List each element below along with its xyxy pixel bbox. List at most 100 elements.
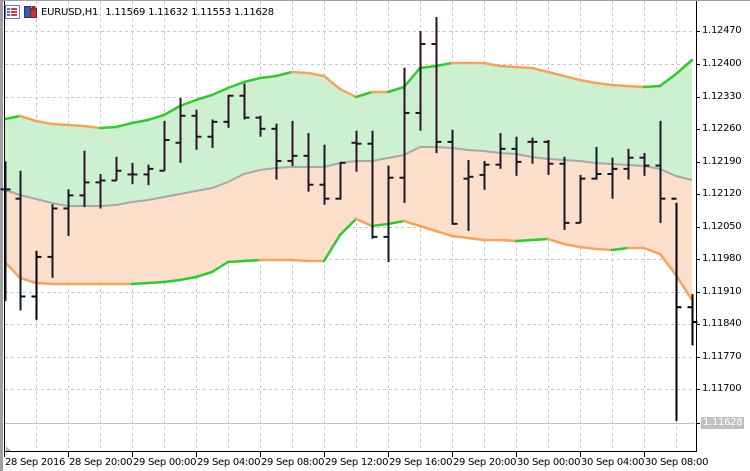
ohlc-bar [127, 162, 138, 185]
chart-header: EURUSD,H1 1.11569 1.11632 1.11553 1.1162… [5, 4, 274, 20]
ohlc-bar [143, 164, 154, 186]
window-left-edge [0, 0, 3, 471]
upper-band-segment [162, 104, 182, 117]
lower-band-segment [178, 275, 198, 282]
chart-shift-marker-icon[interactable] [6, 446, 11, 451]
lower-band-segment [418, 224, 438, 233]
time-tick [4, 452, 5, 457]
upper-band-segment [562, 74, 582, 82]
upper-band-segment [242, 76, 262, 84]
ohlc-bar [255, 115, 266, 137]
lower-band-segment [610, 246, 630, 252]
price-label: 1.11980 [702, 253, 742, 264]
upper-band-segment [146, 113, 166, 122]
lower-band-segment [466, 236, 486, 242]
price-label: 1.12400 [702, 58, 742, 69]
upper-band-segment [114, 121, 134, 129]
price-tick [696, 227, 700, 228]
time-label: 29 Sep 20:00 [453, 457, 517, 468]
ohlc-bar [639, 153, 650, 176]
ohlc-bar [159, 120, 170, 172]
ohlc-bar [655, 120, 666, 223]
time-tick [68, 452, 69, 457]
ohlc-bar [335, 161, 346, 200]
ohlc-bar [303, 133, 314, 192]
upper-band-segment [610, 83, 630, 88]
price-label: 1.12190 [702, 156, 742, 167]
ohlc-bar [463, 160, 474, 231]
price-tick [696, 194, 700, 195]
price-label: 1.12050 [702, 221, 742, 232]
ohlc-bars [0, 17, 698, 421]
upper-band-segment [642, 84, 662, 89]
time-label: 30 Sep 00:00 [517, 457, 581, 468]
upper-band-segment [386, 85, 406, 94]
lower-band-segment [386, 219, 406, 226]
lower-band-segment [18, 276, 38, 285]
ohlc-bar [191, 109, 202, 150]
ohlc-bar [63, 189, 74, 236]
upper-band-segment [82, 124, 102, 130]
upper-band-segment [210, 86, 230, 97]
lower-band-segment [162, 278, 182, 284]
price-tick [696, 97, 700, 98]
upper-band-segment [50, 122, 70, 127]
lower-band-segment [322, 233, 342, 263]
ohlc-bar [479, 160, 490, 190]
upper-band-segment [34, 119, 54, 126]
price-tick [696, 292, 700, 293]
price-label: 1.11910 [702, 286, 742, 297]
price-tick [696, 389, 700, 390]
time-tick [516, 452, 517, 457]
price-tick [696, 31, 700, 32]
window-top-edge [0, 0, 750, 1]
time-tick [388, 452, 389, 457]
ohlc-bar [31, 250, 42, 320]
lower-band-segment [354, 217, 374, 228]
ohlc-bar [15, 170, 26, 311]
upper-band-segment [498, 64, 518, 69]
ohlc-bar [351, 130, 362, 172]
price-label: 1.11700 [702, 383, 742, 394]
price-label: 1.11840 [702, 318, 742, 329]
lower-band-segment [562, 242, 582, 249]
ohlc-bar [367, 130, 378, 239]
lower-band-segment [530, 237, 550, 242]
price-label: 1.12120 [702, 188, 742, 199]
ohlc-bar [559, 156, 570, 230]
save-icon[interactable] [24, 6, 37, 18]
ohlc-bar [495, 133, 506, 169]
time-tick [260, 452, 261, 457]
ohlc-bar [447, 129, 458, 225]
properties-list-icon[interactable] [5, 5, 20, 19]
lower-band-segment [338, 217, 358, 237]
band-lines [3, 58, 694, 302]
price-tick [696, 324, 700, 325]
lower-band-segment [242, 258, 262, 263]
upper-band-segment [530, 66, 550, 74]
upper-band-segment [482, 61, 502, 68]
upper-band-segment [402, 66, 422, 89]
ohlc-bar [511, 136, 522, 176]
upper-band-segment [306, 71, 326, 78]
upper-band-segment [434, 61, 454, 68]
upper-band-segment [514, 65, 534, 70]
time-tick [580, 452, 581, 457]
upper-band-segment [418, 64, 438, 70]
price-label: 1.12330 [702, 91, 742, 102]
time-tick [644, 452, 645, 457]
lower-band-segment [146, 280, 166, 285]
ohlc-bar [543, 139, 554, 175]
current-price-label: 1.11628 [701, 417, 745, 429]
ohlc-bar [399, 67, 410, 203]
lower-band-segment [578, 245, 598, 251]
time-label: 28 Sep 2016 [5, 457, 66, 468]
lower-band-segment [34, 281, 54, 286]
upper-band-segment [546, 70, 566, 78]
band-fills [5, 60, 692, 300]
time-tick [132, 452, 133, 457]
ohlc-bar [623, 148, 634, 180]
lower-band-segment [226, 259, 246, 264]
